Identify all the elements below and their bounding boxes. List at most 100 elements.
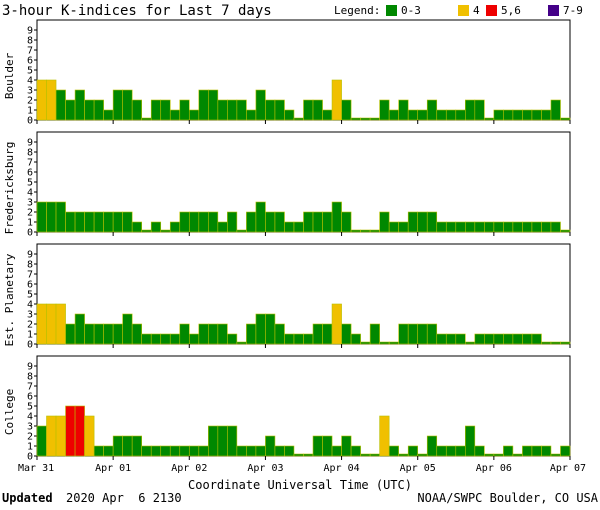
bar [122, 89, 133, 121]
bar [369, 453, 380, 457]
bar [160, 445, 171, 457]
bar [160, 333, 171, 345]
bar [417, 109, 428, 121]
legend-swatch-7-9 [548, 5, 559, 16]
y-tick-label: 4 [27, 76, 33, 87]
legend-swatch-4 [458, 5, 469, 16]
bar [360, 453, 371, 457]
y-tick-label: 3 [27, 198, 33, 209]
bar [474, 99, 485, 121]
bar [560, 117, 571, 121]
bar [474, 333, 485, 345]
y-tick-label: 9 [27, 362, 33, 373]
bar [417, 323, 428, 345]
bar [141, 445, 152, 457]
bar [274, 323, 285, 345]
bar [388, 341, 399, 345]
bar [398, 453, 409, 457]
bar [541, 341, 552, 345]
bar [236, 99, 247, 121]
bar [93, 99, 104, 121]
bar [274, 211, 285, 233]
y-tick-label: 2 [27, 96, 33, 107]
bar [445, 333, 457, 345]
bar [293, 333, 304, 345]
bar [141, 229, 152, 233]
bar [236, 445, 247, 457]
bar [141, 333, 152, 345]
y-tick-label: 5 [27, 178, 33, 189]
bar [484, 221, 495, 233]
bar [322, 323, 333, 345]
bar [112, 323, 123, 345]
y-tick-label: 0 [27, 452, 33, 463]
bar [303, 453, 314, 457]
y-tick-label: 7 [27, 46, 33, 57]
bar [493, 221, 504, 233]
bar [322, 109, 333, 121]
bar [179, 445, 190, 457]
bar [550, 453, 561, 457]
bar [474, 445, 485, 457]
bar [360, 117, 371, 121]
bar [122, 313, 133, 345]
bar [303, 211, 314, 233]
panel-label: Est. Planetary [3, 253, 16, 346]
bar [436, 109, 447, 121]
x-tick-label: Apr 03 [247, 463, 283, 474]
bar [512, 221, 523, 233]
bar [474, 221, 485, 233]
bar [150, 221, 162, 233]
bar [169, 445, 181, 457]
bar [55, 415, 66, 457]
bar [131, 221, 142, 233]
y-tick-label: 1 [27, 330, 33, 341]
y-tick-label: 0 [27, 340, 33, 351]
bar [407, 323, 419, 345]
y-tick-label: 4 [27, 188, 33, 199]
bar [341, 323, 352, 345]
y-tick-label: 2 [27, 208, 33, 219]
bar [560, 229, 571, 233]
bar [531, 109, 542, 121]
bar [369, 117, 380, 121]
legend-swatch-0-3 [386, 5, 397, 16]
bar [112, 89, 123, 121]
bar [198, 211, 209, 233]
bar [255, 201, 266, 233]
x-tick-label: Apr 06 [476, 463, 512, 474]
bar [531, 333, 542, 345]
bar [217, 323, 228, 345]
y-tick-label: 6 [27, 56, 33, 67]
bar [407, 109, 419, 121]
bar [493, 333, 504, 345]
bar [112, 211, 123, 233]
y-tick-label: 9 [27, 250, 33, 261]
bar [560, 341, 571, 345]
bar [93, 445, 104, 457]
bar [93, 323, 104, 345]
bar [341, 435, 352, 457]
bar [208, 89, 219, 121]
bar [36, 201, 47, 233]
bar [455, 333, 466, 345]
bar [208, 323, 219, 345]
bar [131, 435, 142, 457]
bar [36, 79, 47, 121]
bar [46, 201, 57, 233]
chart-title: 3-hour K-indices for Last 7 days [2, 3, 272, 19]
y-tick-label: 5 [27, 402, 33, 413]
bar [522, 109, 533, 121]
bar [398, 221, 409, 233]
y-tick-label: 1 [27, 218, 33, 229]
bar [312, 211, 323, 233]
bar [426, 99, 438, 121]
bar [388, 221, 399, 233]
bar [369, 229, 380, 233]
bar [541, 109, 552, 121]
bar [398, 99, 409, 121]
bar [131, 99, 142, 121]
y-tick-label: 9 [27, 26, 33, 37]
y-tick-label: 1 [27, 106, 33, 117]
